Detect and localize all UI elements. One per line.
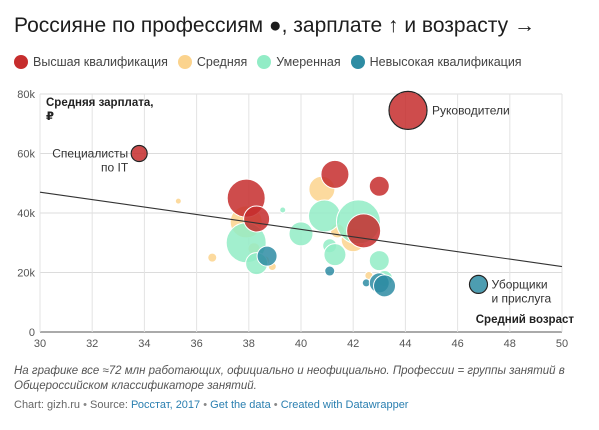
y-tick-label: 20k	[17, 268, 35, 280]
y-tick-label: 0	[29, 327, 35, 339]
bubble-highlight	[130, 144, 148, 163]
annotation-label: и прислуга	[491, 291, 551, 305]
bubble	[320, 159, 350, 189]
x-tick-label: 34	[138, 338, 150, 350]
x-tick-label: 38	[243, 338, 255, 350]
y-axis-label: Средняя зарплата,	[46, 97, 153, 109]
annotation-label: Специалисты	[52, 147, 128, 161]
legend-swatch-moderate	[257, 55, 272, 69]
bubble	[368, 175, 390, 197]
bubble	[207, 252, 218, 263]
annotation-label: Уборщики	[491, 277, 547, 291]
source-separator: •	[273, 399, 278, 411]
x-tick-label: 46	[451, 338, 463, 350]
x-tick-label: 36	[190, 338, 202, 350]
bubble	[279, 206, 287, 214]
x-tick-label: 40	[295, 338, 307, 350]
y-tick-label: 40k	[17, 208, 35, 220]
trend-layer	[39, 191, 563, 268]
bubble-layer	[130, 90, 489, 298]
chart-note: На графике все ≈72 млн работающих, офици…	[14, 365, 565, 392]
annotation-label: по IT	[101, 161, 129, 175]
y-tick-label: 60k	[17, 149, 35, 161]
bubble	[256, 245, 278, 267]
bubble	[174, 197, 182, 205]
bubble	[346, 213, 382, 249]
legend-label-low: Невысокая квалификация	[369, 55, 522, 69]
bubble-highlight	[468, 274, 489, 294]
get-data-link[interactable]: Get the data	[210, 399, 271, 411]
bubble	[368, 250, 390, 272]
legend-item-high: Высшая квалификация	[14, 55, 168, 69]
source-link[interactable]: Росстат, 2017	[131, 399, 201, 411]
label-layer: Средняя зарплата, ₽ Средний возраст Руковод…	[46, 97, 574, 326]
legend-label-moderate: Умеренная	[276, 55, 341, 69]
x-tick-label: 50	[556, 338, 568, 350]
source-separator: •	[83, 399, 87, 411]
datawrapper-link[interactable]: Created with Datawrapper	[280, 399, 409, 411]
bubble	[288, 221, 314, 247]
legend-swatch-low	[350, 55, 365, 69]
y-tick-label: 80k	[17, 89, 35, 101]
legend-swatch-medium	[177, 55, 192, 69]
chart-title: Россияне по профессиям ●, зарплате ↑ и в…	[14, 14, 535, 37]
bubble	[324, 265, 336, 277]
trend-line	[39, 191, 563, 268]
legend-label-medium: Средняя	[196, 55, 248, 69]
annotation-label: Руководители	[432, 103, 510, 117]
legend-label-high: Высшая квалификация	[33, 55, 168, 69]
chart-source: Chart: gizh.ru • Source: Росстат, 2017 •…	[14, 399, 408, 411]
x-axis-label: Средний возраст	[476, 314, 575, 326]
x-tick-label: 32	[86, 338, 98, 350]
source-site: Chart: gizh.ru	[14, 399, 81, 411]
x-tick-label: 44	[399, 338, 411, 350]
grid-layer: 0 20k 40k 60k 80k 30 32 34 36 38 40 42 44 46 48 50	[17, 89, 568, 350]
bubble	[243, 205, 271, 233]
bubble	[373, 274, 397, 298]
bubble-chart: 0 20k 40k 60k 80k 30 32 34 36 38 40 42 44 46 48 50 Сред…	[17, 89, 574, 350]
bubble	[307, 199, 341, 233]
y-axis-label: ₽	[46, 111, 54, 123]
legend-item-medium: Средняя	[177, 55, 248, 69]
x-tick-label: 42	[347, 338, 359, 350]
bubble	[323, 243, 347, 267]
x-tick-label: 48	[504, 338, 516, 350]
source-separator: •	[203, 399, 208, 411]
legend-item-moderate: Умеренная	[257, 55, 341, 69]
x-tick-label: 30	[34, 338, 46, 350]
chart-legend: Высшая квалификация Средняя Умеренная Не…	[14, 52, 532, 72]
source-prefix: Source:	[90, 399, 128, 411]
legend-item-low: Невысокая квалификация	[350, 55, 522, 69]
legend-swatch-high	[14, 55, 28, 69]
bubble-highlight	[388, 90, 428, 130]
